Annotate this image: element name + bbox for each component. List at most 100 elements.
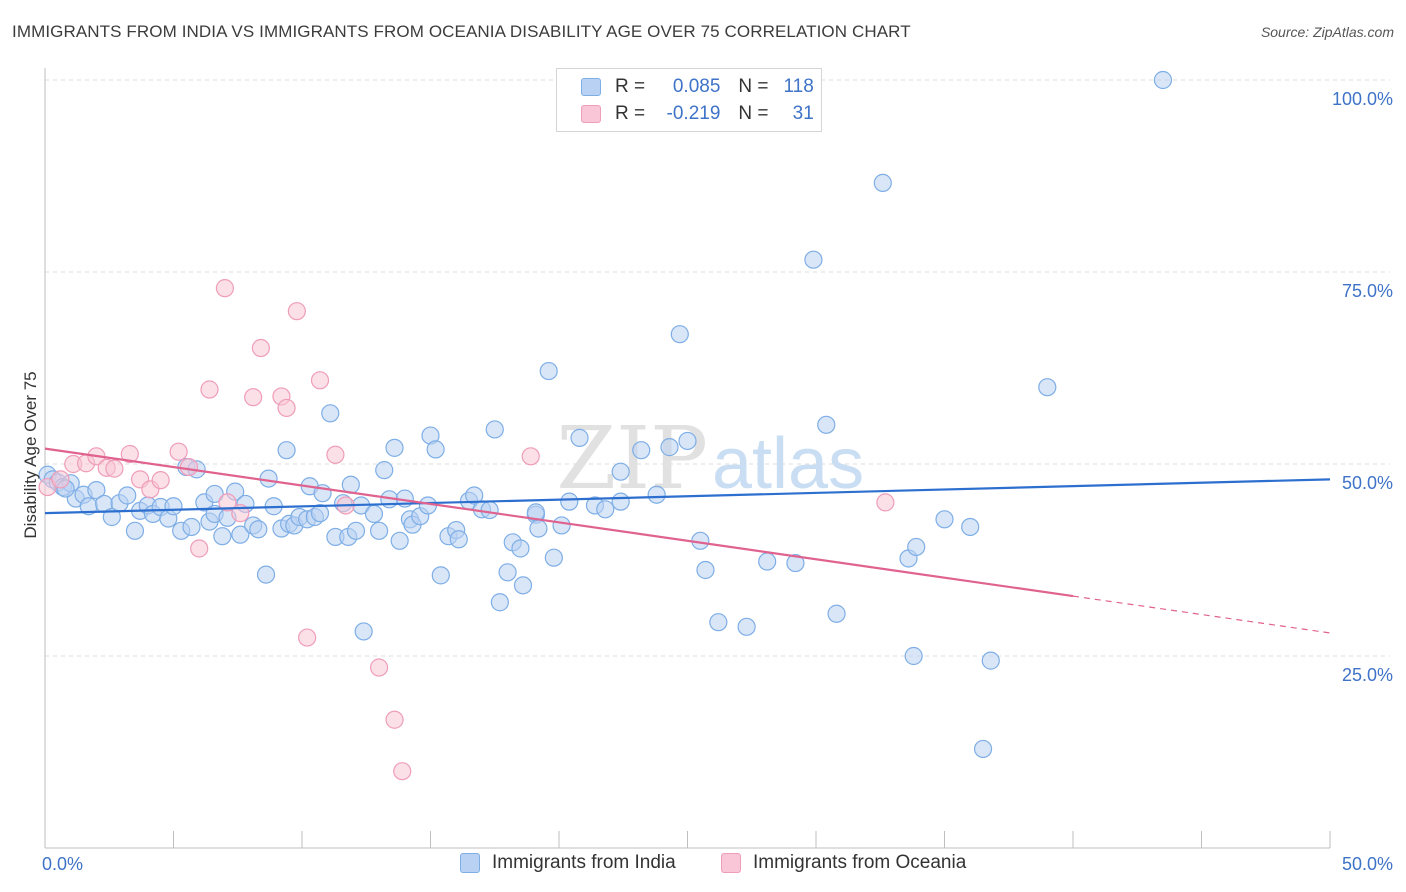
x-tick-label: 0.0% (42, 854, 83, 874)
oceania-point (277, 398, 296, 418)
india-point (310, 504, 330, 523)
n-value: 118 (783, 76, 814, 97)
india-point (544, 548, 563, 567)
india-point (449, 530, 468, 549)
y-tick-label: 50.0% (1342, 473, 1393, 493)
oceania-trend-extension (1072, 595, 1331, 634)
india-point (385, 438, 404, 457)
oceania-point (310, 371, 330, 390)
india-point (498, 563, 517, 582)
india-point (205, 484, 224, 504)
r-value: -0.219 (666, 103, 721, 124)
oceania-point (179, 457, 199, 477)
india-point (370, 521, 389, 540)
india-point (390, 531, 409, 550)
india-point (480, 500, 499, 520)
oceania-point (287, 302, 306, 321)
india-point (213, 527, 232, 546)
oceania-point (298, 628, 317, 647)
oceania-point (51, 470, 70, 489)
y-axis-title: Disability Age Over 75 (21, 371, 40, 538)
india-point (678, 431, 697, 451)
oceania-point (251, 338, 270, 358)
r-label: R = (615, 76, 646, 97)
india-point (961, 517, 980, 537)
india-trend-line (44, 478, 1331, 515)
oceania-point (190, 539, 209, 558)
india-point (570, 428, 589, 447)
india-point (873, 173, 892, 193)
india-point (1153, 70, 1173, 90)
india-point (981, 651, 1000, 670)
n-label: N = (738, 103, 769, 124)
legend-item-india: Immigrants from India (460, 852, 676, 874)
india-point (321, 404, 340, 423)
oceania-point (105, 459, 124, 478)
india-swatch (460, 853, 480, 873)
trend-lines (44, 447, 1331, 634)
india-point (904, 646, 923, 666)
india-point (125, 521, 145, 540)
india-point (277, 441, 296, 460)
oceania-point (385, 710, 404, 729)
oceania-point (244, 388, 263, 407)
india-point (758, 552, 777, 571)
india-point (231, 525, 250, 544)
zipatlas-watermark: ZIP atlas (556, 409, 864, 509)
india-point (529, 519, 548, 538)
india-point (560, 492, 579, 511)
oceania-point (521, 447, 540, 466)
n-value: 31 (792, 103, 814, 124)
india-point (935, 510, 954, 529)
india-point (696, 560, 715, 580)
india-point (611, 462, 630, 481)
stats-legend: R = 0.085 N = 118 R = -0.219 N = 31 (556, 68, 822, 132)
oceania-trend-line (44, 447, 1074, 598)
india-point (647, 485, 666, 504)
stats-row-oceania: R = -0.219 N = 31 (581, 102, 814, 126)
india-point (249, 520, 268, 539)
india-point (102, 507, 121, 527)
india-point (485, 420, 504, 439)
legend-item-oceania: Immigrants from Oceania (721, 852, 966, 874)
oceania-swatch (721, 853, 741, 873)
oceania-point (120, 444, 139, 464)
india-point (611, 492, 630, 511)
india-point (259, 469, 278, 488)
legend-label: Immigrants from India (492, 852, 676, 873)
india-point (511, 539, 530, 558)
oceania-point (218, 493, 237, 512)
tick-labels: 25.0% 50.0% 75.0% 100.0% 0.0% 50.0% (42, 89, 1393, 874)
oceania-point (151, 471, 170, 490)
oceania-point (200, 380, 219, 399)
india-point (907, 537, 926, 557)
india-point (804, 250, 823, 269)
india-point (182, 517, 201, 537)
oceania-point (393, 762, 412, 781)
watermark-zip: ZIP (556, 409, 708, 509)
india-point (1038, 378, 1057, 397)
oceania-swatch (581, 105, 601, 123)
grid-lines (45, 79, 1390, 657)
india-point (817, 415, 836, 434)
india-point (539, 361, 558, 381)
x-tick-label: 50.0% (1342, 854, 1393, 874)
india-point (709, 613, 728, 632)
india-point (513, 576, 533, 595)
india-point (364, 504, 384, 524)
india-point (426, 440, 445, 459)
r-label: R = (615, 103, 646, 124)
y-tick-label: 75.0% (1342, 281, 1393, 301)
india-point (737, 617, 756, 636)
chart-title: IMMIGRANTS FROM INDIA VS IMMIGRANTS FROM… (12, 22, 911, 41)
india-point (552, 516, 571, 535)
india-point (118, 486, 137, 505)
y-tick-label: 25.0% (1342, 665, 1393, 685)
n-label: N = (738, 76, 769, 97)
india-point (346, 521, 366, 540)
r-value: 0.085 (672, 76, 721, 97)
india-point (596, 500, 615, 519)
india-point (256, 565, 276, 584)
oceania-point (876, 493, 895, 512)
